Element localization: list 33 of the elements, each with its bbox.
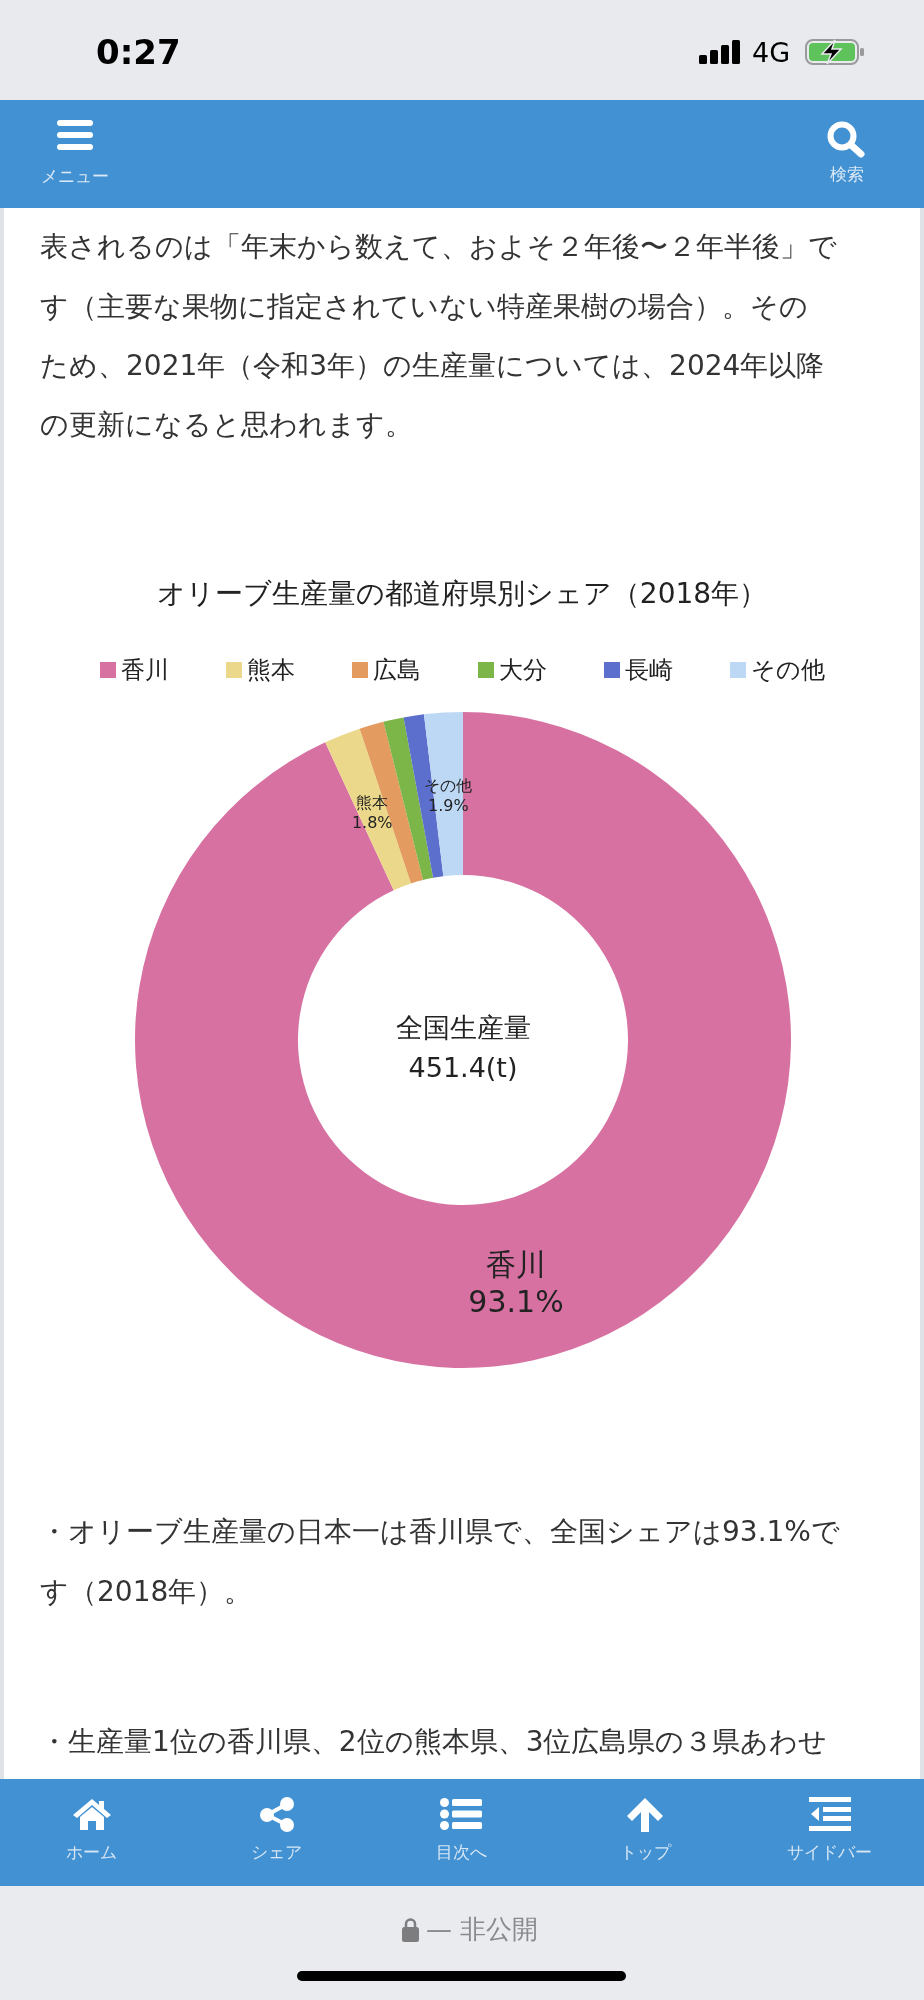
slice-label: 熊本 <box>356 792 389 812</box>
donut-slice <box>325 728 412 891</box>
text: ・生産量1位の香川県、2位の熊本県、3位広島県の３県あわせ <box>40 1725 828 1759</box>
text: 全国生産量 <box>395 1011 531 1045</box>
text: ・オリーブ生産量の日本一は香川県で、全国シェアは93.1%で <box>40 1515 840 1549</box>
chart-title: オリーブ生産量の都道府県別シェア（2018年） <box>155 577 769 611</box>
legend-label: 大分 <box>498 655 547 686</box>
donut-slice <box>135 712 791 1368</box>
text: 検索 <box>830 163 864 185</box>
slice-label: 香川 <box>486 1246 547 1282</box>
data-label: 1.9% <box>427 795 469 815</box>
text: す（主要な果物に指定されていない特産果樹の場合）。その <box>40 290 808 324</box>
legend-label: 長崎 <box>624 655 673 686</box>
text: シェア <box>250 1841 302 1863</box>
text: トップ <box>619 1841 671 1863</box>
text: 表されるのは「年末から数えて、およそ２年後〜２年半後」で <box>40 230 837 264</box>
text: ホーム <box>65 1841 117 1863</box>
text: す（2018年）。 <box>40 1575 253 1609</box>
text: ため、2021年（令和3年）の生産量については、2024年以降 <box>40 349 825 383</box>
legend-label: その他 <box>750 655 825 686</box>
data-label: 93.1% <box>468 1284 564 1320</box>
text: 0:27 <box>96 31 181 73</box>
text: 451.4(t) <box>408 1051 518 1085</box>
text: 目次へ <box>435 1841 487 1863</box>
legend-label: 広島 <box>372 655 421 686</box>
data-label: 1.8% <box>351 812 393 832</box>
text: — 非公開 <box>426 1914 539 1946</box>
text: メニュー <box>41 165 109 187</box>
text: 4G <box>752 36 791 70</box>
legend-label: 熊本 <box>246 655 295 686</box>
text: の更新になると思われます。 <box>40 408 413 442</box>
legend-label: 香川 <box>120 655 169 686</box>
text: サイドバー <box>786 1841 872 1863</box>
